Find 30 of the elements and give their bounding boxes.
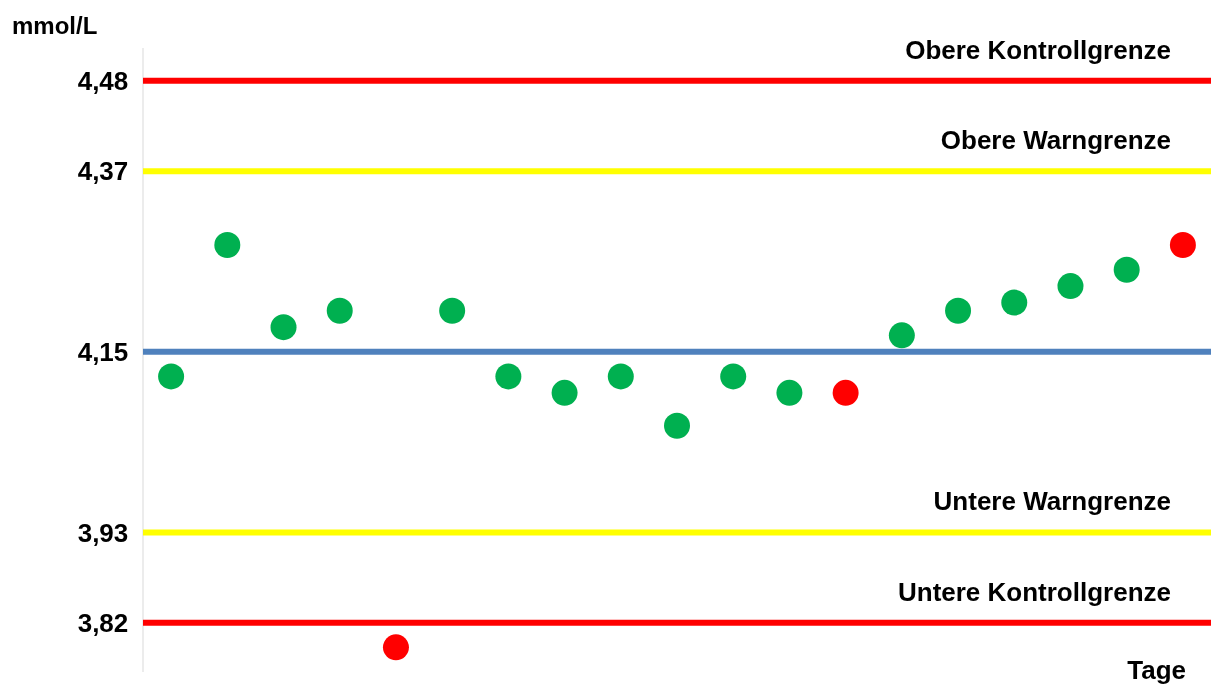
point — [551, 379, 578, 406]
point — [607, 363, 634, 390]
point — [1057, 273, 1084, 300]
point — [776, 379, 803, 406]
y-tick-label: 4,15 — [77, 336, 129, 367]
point — [720, 363, 747, 390]
point — [1169, 232, 1196, 259]
point — [664, 412, 690, 439]
y-tick-label: 4,37 — [77, 156, 129, 187]
y-tick-label: 4,48 — [77, 65, 129, 96]
point — [495, 363, 522, 390]
ref-line-label: Obere Warngrenze — [940, 125, 1171, 156]
y-axis-title: mmol/L — [12, 12, 98, 39]
point — [158, 363, 185, 390]
ref-line-label: Obere Kontrollgrenze — [905, 34, 1171, 65]
point — [214, 232, 241, 259]
point — [326, 297, 353, 324]
point — [382, 634, 409, 661]
point — [832, 379, 859, 406]
x-axis-title: Tage — [1127, 655, 1186, 685]
y-tick-label: 3,93 — [77, 517, 129, 548]
ref-line-label: Untere Warngrenze — [933, 486, 1171, 517]
point — [439, 297, 466, 324]
point — [1113, 256, 1140, 283]
point — [270, 314, 297, 341]
ref-line-label: Untere Kontrollgrenze — [897, 576, 1171, 607]
point — [1001, 289, 1028, 316]
y-tick-label: 3,82 — [77, 607, 129, 638]
point — [888, 322, 915, 349]
point — [945, 297, 972, 324]
